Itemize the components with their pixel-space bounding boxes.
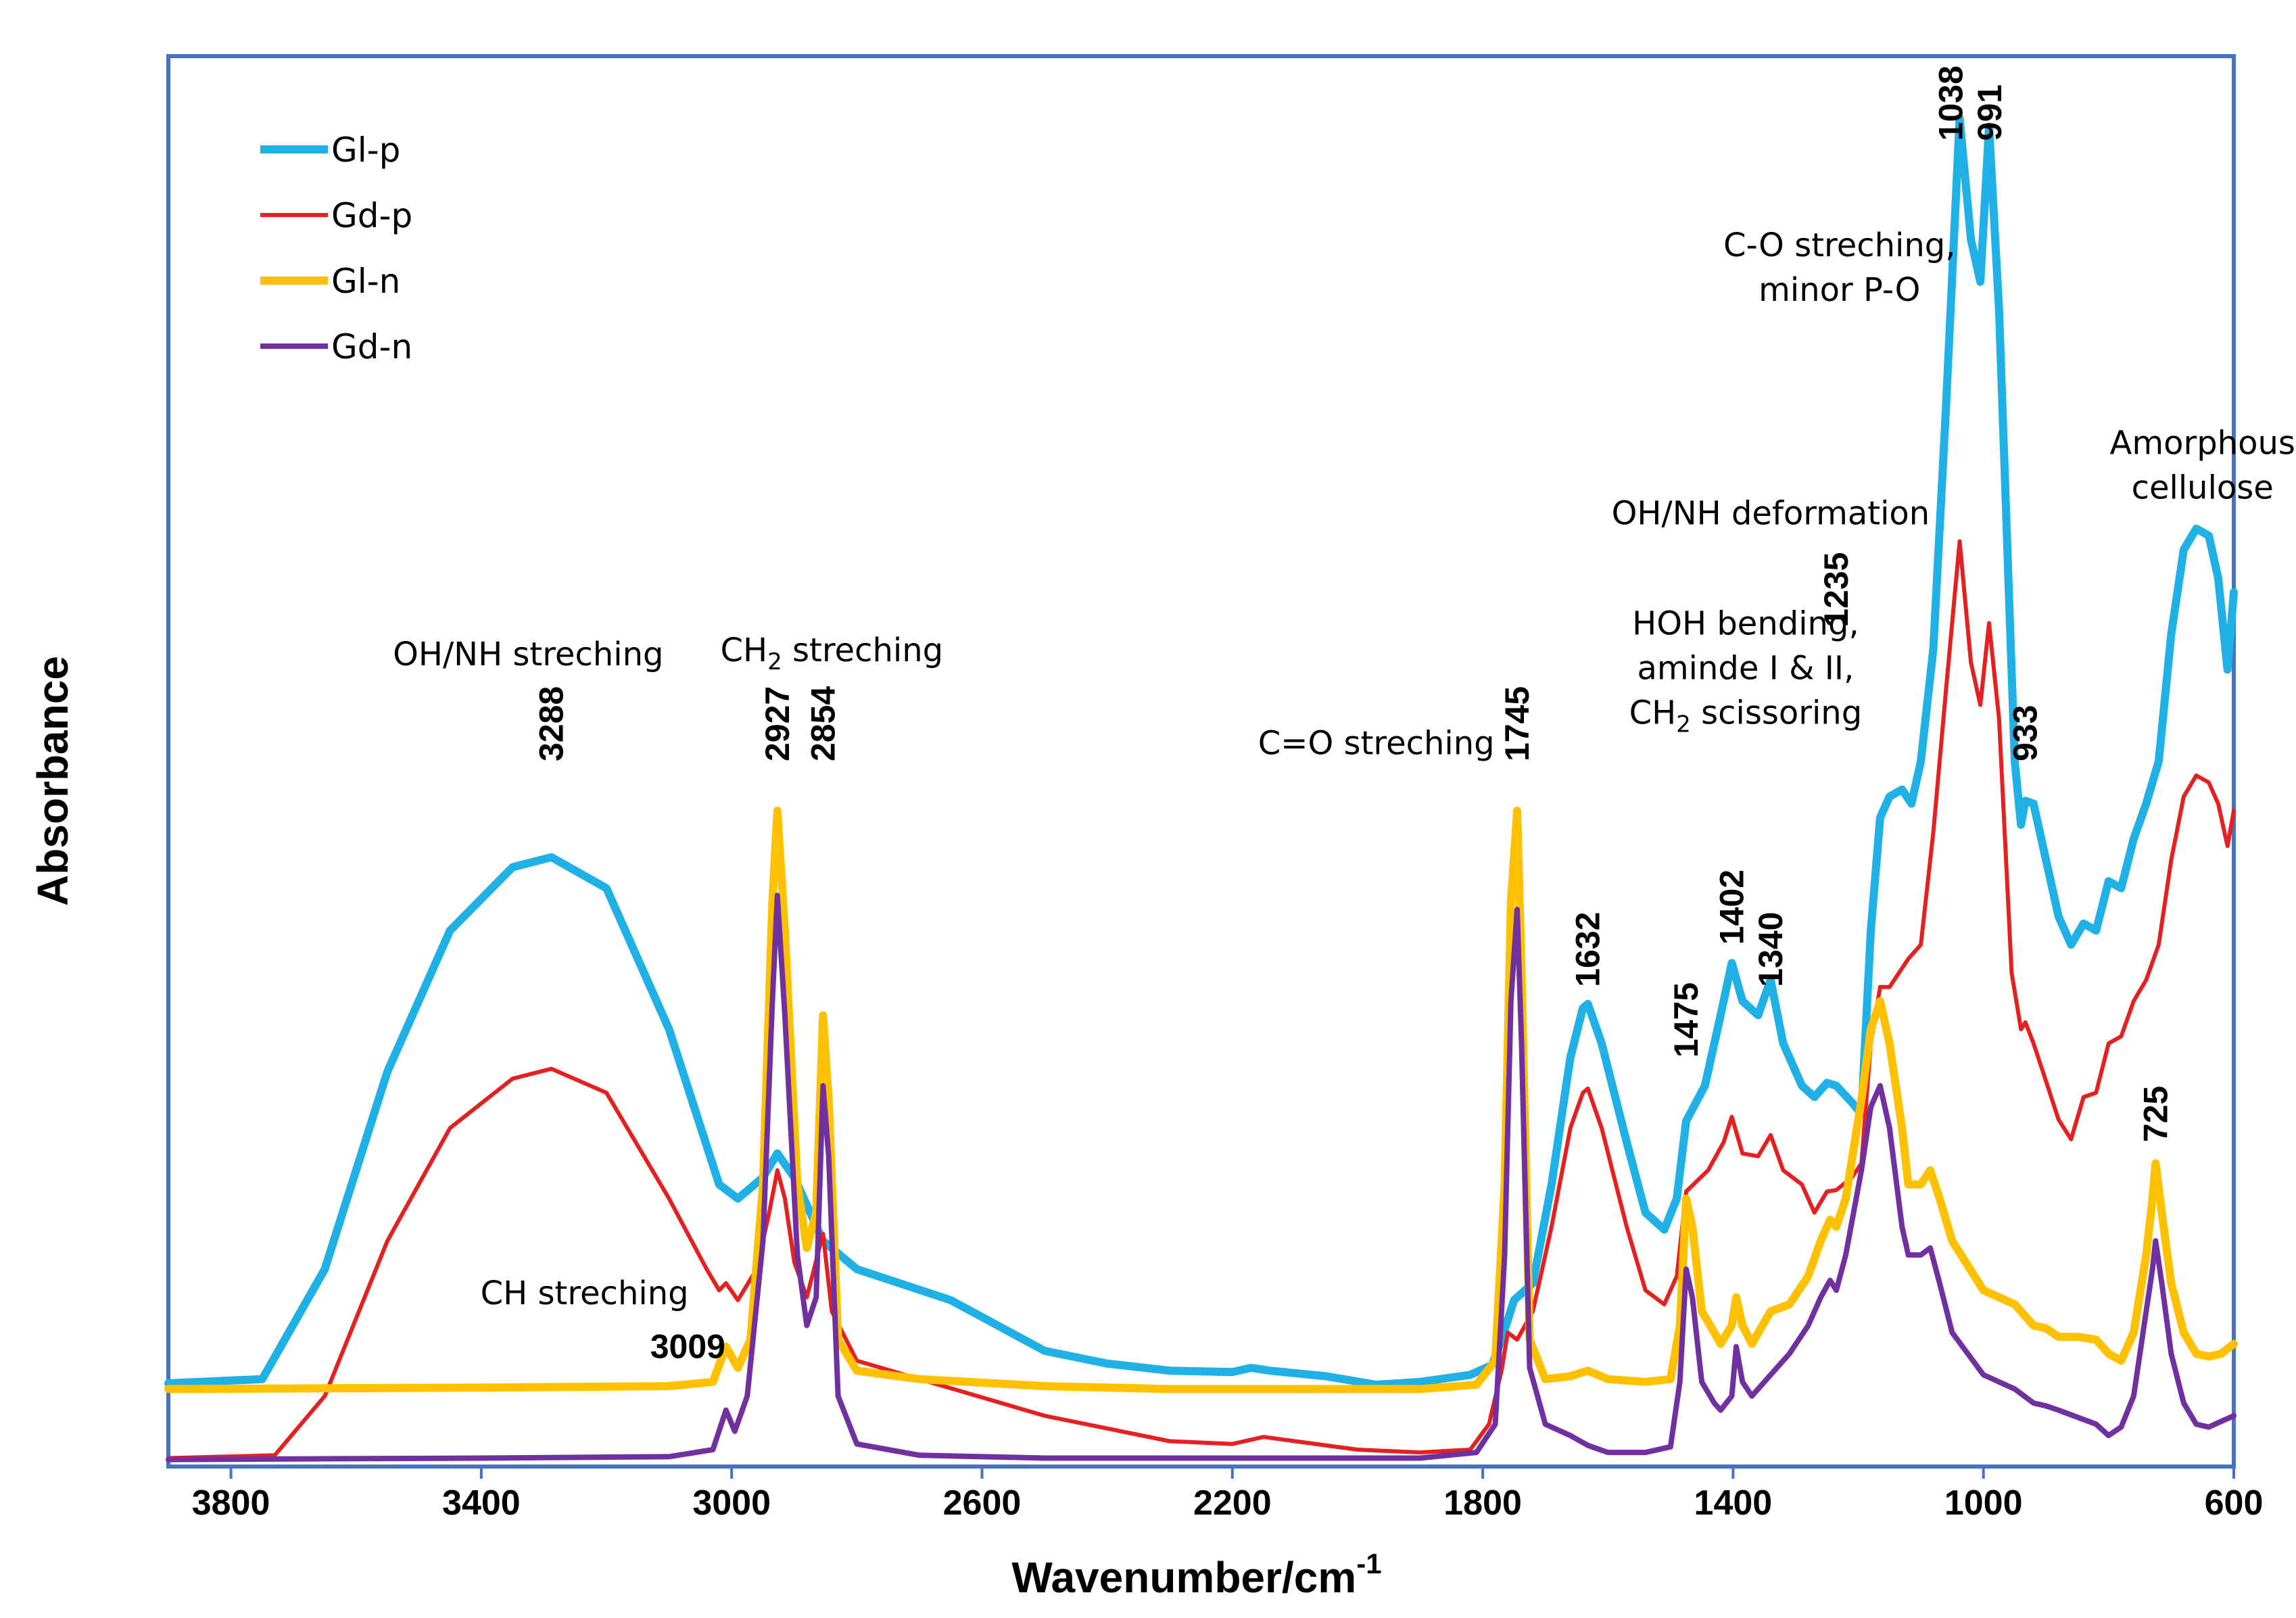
annotation-line: aminde I & II, xyxy=(1637,649,1854,687)
annotation-line: C-O streching, xyxy=(1723,227,1956,264)
x-tick-label-2200: 2200 xyxy=(1193,1483,1272,1523)
x-tick-label-1400: 1400 xyxy=(1694,1483,1773,1523)
annotation-text-part: streching xyxy=(782,632,943,669)
x-axis-ticks: 3800 3400 3000 2600 2200 1800 1400 1000 600 xyxy=(192,1467,2264,1523)
legend-item-gd-n: Gd-n xyxy=(260,327,412,366)
annotation-subscript: 2 xyxy=(1676,711,1691,738)
annotation-text-part: CH xyxy=(1629,694,1677,732)
legend: Gl-p Gd-p Gl-n Gd-n xyxy=(260,130,412,366)
peak-label-1340: 1340 xyxy=(1752,912,1790,987)
series-line-gl-p xyxy=(164,114,2238,1389)
peak-label-991: 991 xyxy=(1971,85,2009,141)
annotation-oh-nh-stretching: OH/NH streching xyxy=(393,636,663,673)
annotation-oh-nh-deformation: OH/NH deformation xyxy=(1612,495,1930,533)
legend-label-gl-n: Gl-n xyxy=(331,262,400,301)
peak-label-2927: 2927 xyxy=(759,686,796,761)
peak-label-1402: 1402 xyxy=(1713,870,1751,945)
x-tick-label-2600: 2600 xyxy=(943,1483,1022,1523)
legend-item-gd-p: Gd-p xyxy=(260,196,412,235)
annotation-amorphous-cellulose: Amorphous cellulose xyxy=(2110,424,2295,506)
label-3009: 3009 xyxy=(650,1327,725,1365)
peak-label-725: 725 xyxy=(2136,1086,2174,1142)
peak-label-1475: 1475 xyxy=(1667,982,1705,1057)
series-line-gl-n xyxy=(164,807,2238,1394)
peak-label-3288: 3288 xyxy=(533,686,571,761)
x-tick-label-600: 600 xyxy=(2205,1483,2264,1523)
annotation-line: OH/NH streching xyxy=(393,636,663,673)
legend-label-gd-n: Gd-n xyxy=(331,327,412,366)
annotation-ch2-stretching: CH2 streching xyxy=(721,632,944,675)
legend-item-gl-n: Gl-n xyxy=(260,262,400,301)
peak-label-1745: 1745 xyxy=(1498,686,1536,761)
x-tick-label-3800: 3800 xyxy=(192,1483,270,1523)
peak-label-1038: 1038 xyxy=(1932,66,1970,141)
annotation-line: CH2 streching xyxy=(721,632,944,675)
x-axis-title-superscript: -1 xyxy=(1356,1548,1381,1579)
peak-label-933: 933 xyxy=(2007,705,2044,761)
annotation-line: CH2 scissoring xyxy=(1629,694,1863,738)
x-tick-label-1800: 1800 xyxy=(1443,1483,1522,1523)
x-axis-title: Wavenumber/cm-1 xyxy=(1011,1548,1381,1602)
plot-area-frame xyxy=(166,54,2236,1469)
annotation-line: OH/NH deformation xyxy=(1612,495,1930,533)
legend-label-gl-p: Gl-p xyxy=(331,130,400,170)
annotation-line: HOH bending, xyxy=(1632,604,1859,642)
series-line-gd-n xyxy=(166,893,2237,1462)
annotation-line: minor P-O xyxy=(1759,271,1920,309)
annotation-co-stretching: C=O streching xyxy=(1258,725,1495,763)
annotation-line: cellulose xyxy=(2132,469,2274,506)
legend-label-gd-p: Gd-p xyxy=(331,196,412,235)
label-ch-streching: CH streching xyxy=(481,1275,689,1312)
annotation-text-part: CH xyxy=(721,632,768,669)
legend-item-gl-p: Gl-p xyxy=(260,130,400,170)
peak-label-1632: 1632 xyxy=(1569,912,1607,987)
y-axis-title: Absorbance xyxy=(28,656,77,906)
x-axis-title-text: Wavenumber/cm xyxy=(1011,1553,1356,1602)
peak-label-1235: 1235 xyxy=(1817,552,1855,627)
peak-label-2854: 2854 xyxy=(804,686,842,761)
x-tick-label-1000: 1000 xyxy=(1944,1483,2023,1523)
annotation-line: Amorphous xyxy=(2110,424,2295,462)
x-tick-label-3000: 3000 xyxy=(692,1483,771,1523)
annotation-subscript: 2 xyxy=(767,648,782,675)
annotation-line: C=O streching xyxy=(1258,725,1495,763)
series-layer xyxy=(164,114,2238,1462)
annotation-c-o-stretching: C-O streching, minor P-O xyxy=(1723,227,1956,309)
x-tick-label-3400: 3400 xyxy=(442,1483,521,1523)
annotation-text-part: scissoring xyxy=(1691,694,1862,732)
series-line-gd-p xyxy=(166,539,2236,1460)
annotation-hoh-bending: HOH bending, aminde I & II, CH2 scissoring xyxy=(1629,604,1863,738)
